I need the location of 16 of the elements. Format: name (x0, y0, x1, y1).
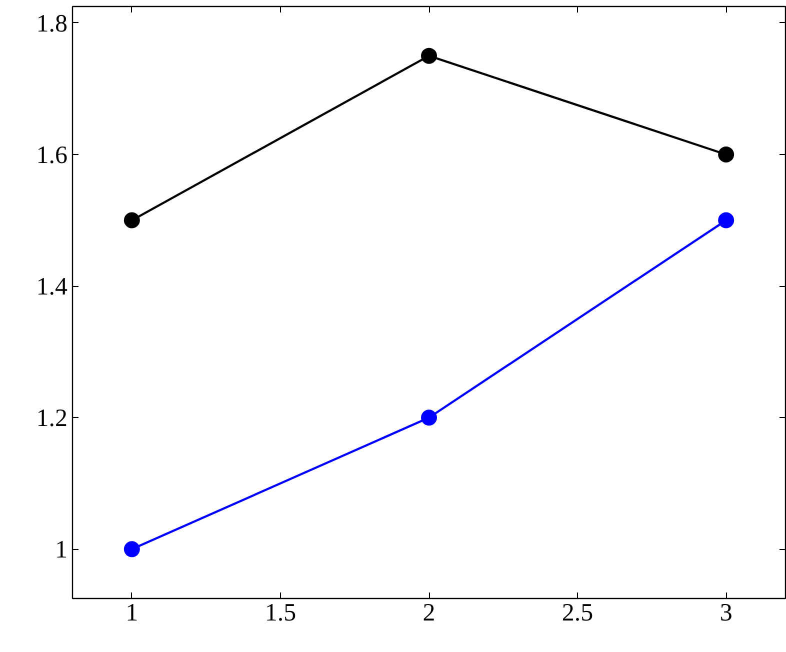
x-tick-label: 2.5 (562, 600, 594, 626)
point (718, 146, 734, 162)
y-tick-label: 1.4 (36, 274, 68, 301)
x-tick-label: 3 (720, 600, 732, 626)
x-tick-label: 2 (422, 600, 436, 626)
y-tick-label: 1.6 (36, 142, 68, 169)
y-tick-label: 1.2 (36, 405, 68, 432)
point (421, 410, 437, 426)
point (124, 212, 140, 228)
y-tick-label: 1 (55, 536, 68, 564)
x-tick-label: 1 (126, 600, 138, 626)
point (421, 48, 437, 64)
point (124, 541, 140, 558)
y-tick-label: 1.8 (36, 10, 68, 38)
x-tick-label: 1.5 (264, 600, 296, 626)
point (718, 212, 734, 228)
